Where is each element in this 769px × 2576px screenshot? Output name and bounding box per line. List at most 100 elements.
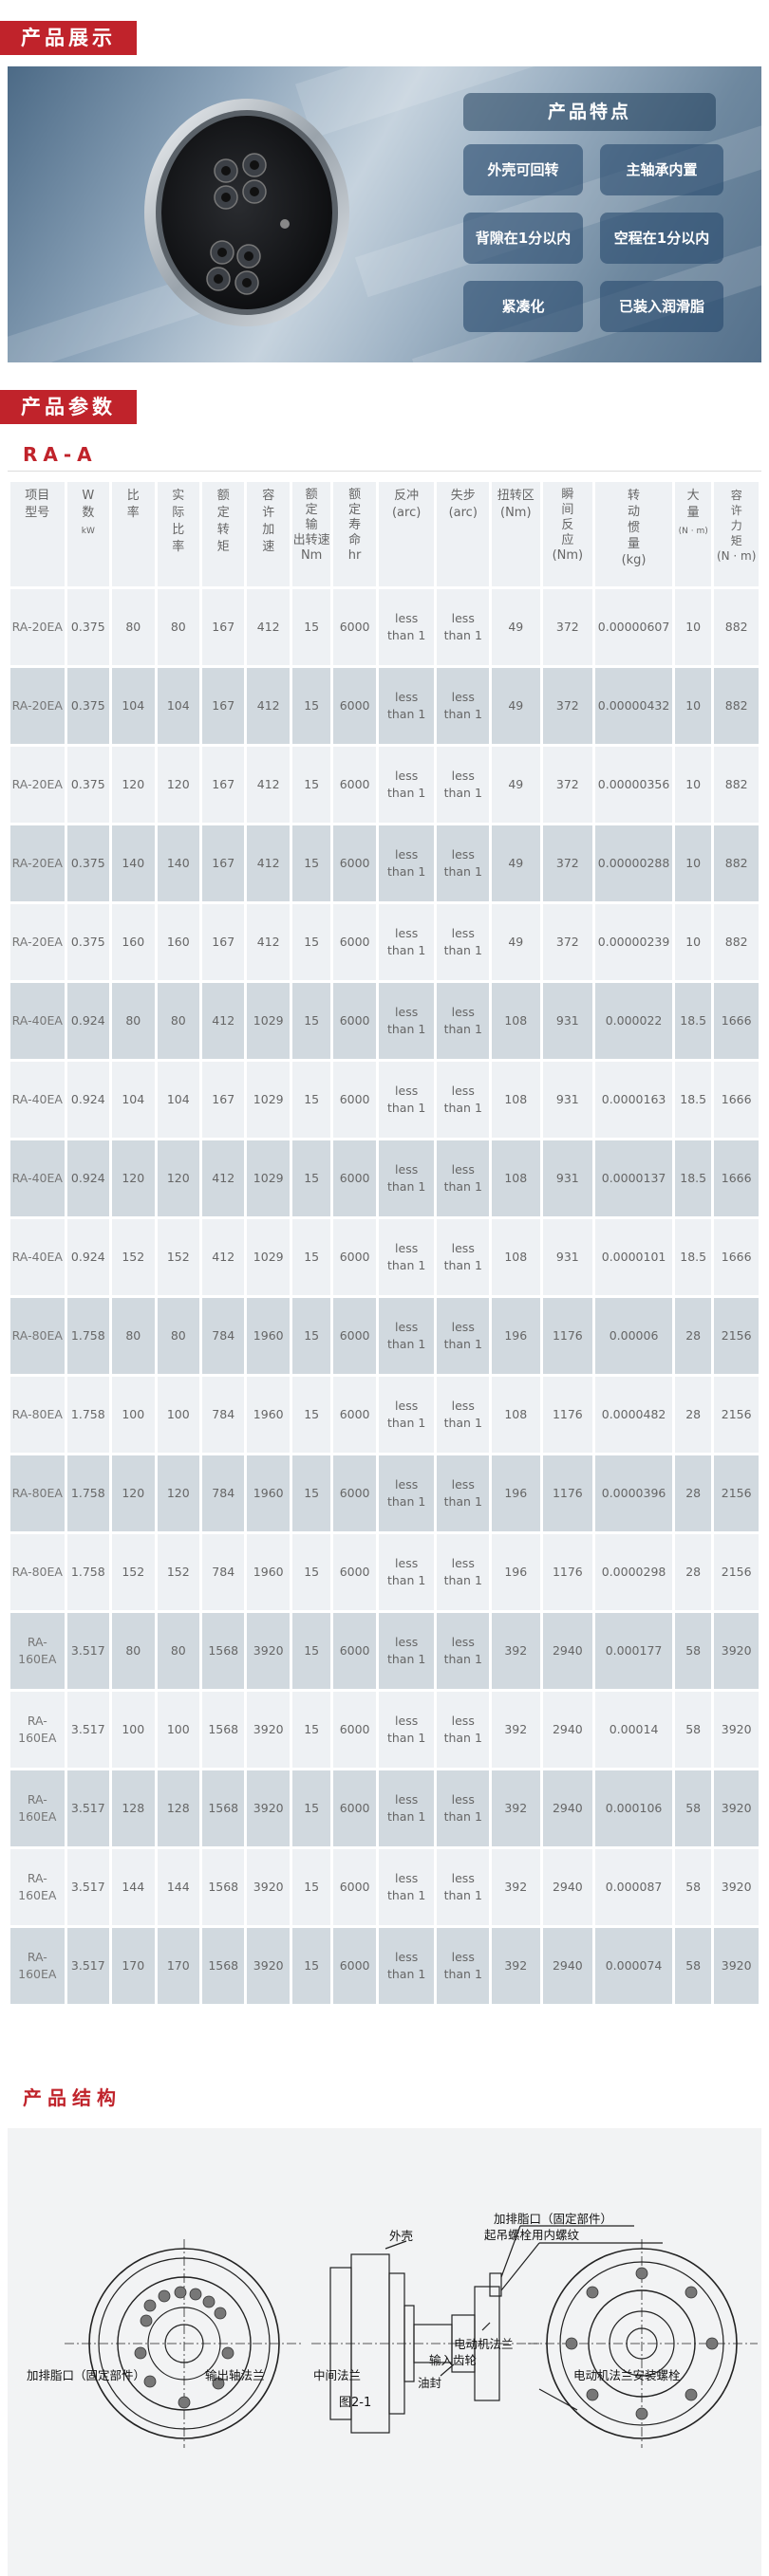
spec-cell-accel: 1960 [247, 1534, 290, 1610]
spec-cell-backlash: less than 1 [378, 1455, 435, 1531]
spec-cell-weight: 58 [674, 1613, 712, 1689]
section-title-structure: 产品结构 [23, 2086, 122, 2109]
spec-cell-power: 0.375 [66, 589, 110, 665]
header-power-label: W 数 [82, 489, 95, 520]
spec-cell-power: 1.758 [66, 1298, 110, 1374]
spec-cell-torsion: 49 [492, 825, 540, 901]
spec-cell-actual: 152 [157, 1219, 199, 1295]
spec-row: RA-160EA 3.517 170 170 1568 3920 15 6000 less th… [10, 1928, 759, 2004]
spec-cell-moment: 931 [542, 1062, 593, 1138]
spec-cell-backlash: less than 1 [378, 1377, 435, 1453]
spec-cell-ratio: 104 [112, 668, 155, 744]
spec-cell-actual: 128 [157, 1770, 199, 1846]
spec-cell-inertia: 0.0000298 [595, 1534, 672, 1610]
spec-cell-power: 3.517 [66, 1928, 110, 2004]
spec-cell-accel: 412 [247, 825, 290, 901]
spec-cell-torque: 784 [202, 1455, 245, 1531]
spec-cell-weight: 10 [674, 904, 712, 980]
spec-cell-inertia: 0.0000101 [595, 1219, 672, 1295]
spec-cell-torsion: 49 [492, 904, 540, 980]
structure-diagram-panel [8, 2128, 761, 2576]
header-lost-motion: 失步 (arc) [437, 482, 490, 586]
spec-cell-model: RA-40EA [10, 1140, 65, 1216]
spec-row: RA-40EA 0.924 80 80 412 1029 15 6000 less than 1… [10, 983, 759, 1059]
header-ratio: 比 率 [112, 482, 155, 586]
spec-cell-inertia: 0.000106 [595, 1770, 672, 1846]
spec-cell-allow: 882 [714, 825, 759, 901]
spec-cell-torque: 412 [202, 1219, 245, 1295]
spec-cell-actual: 80 [157, 983, 199, 1059]
spec-cell-model: RA-40EA [10, 1062, 65, 1138]
spec-cell-life: 6000 [333, 1377, 376, 1453]
feature-compact: 紧凑化 [463, 281, 583, 332]
spec-cell-inertia: 0.000022 [595, 983, 672, 1059]
spec-cell-moment: 1176 [542, 1455, 593, 1531]
label-grease-port-top: 加排脂口（固定部件） [494, 2212, 613, 2226]
spec-cell-speed: 15 [291, 589, 331, 665]
spec-cell-allow: 1666 [714, 983, 759, 1059]
spec-cell-actual: 170 [157, 1928, 199, 2004]
spec-cell-ratio: 104 [112, 1062, 155, 1138]
spec-cell-power: 3.517 [66, 1849, 110, 1925]
spec-cell-lost: less than 1 [437, 1219, 490, 1295]
spec-cell-torsion: 196 [492, 1534, 540, 1610]
label-input-gear: 输入齿轮 [429, 2353, 478, 2367]
spec-cell-accel: 412 [247, 904, 290, 980]
spec-cell-ratio: 100 [112, 1377, 155, 1453]
spec-row: RA-80EA 1.758 152 152 784 1960 15 6000 less than… [10, 1534, 759, 1610]
feature-rotatable-housing: 外壳可回转 [463, 144, 583, 195]
spec-cell-ratio: 128 [112, 1770, 155, 1846]
label-oil-seal: 油封 [418, 2376, 442, 2390]
spec-row: RA-80EA 1.758 100 100 784 1960 15 6000 less than… [10, 1377, 759, 1453]
spec-cell-inertia: 0.0000482 [595, 1377, 672, 1453]
spec-cell-weight: 10 [674, 825, 712, 901]
spec-cell-torsion: 392 [492, 1692, 540, 1768]
spec-cell-power: 3.517 [66, 1613, 110, 1689]
spec-cell-power: 0.924 [66, 1219, 110, 1295]
header-weight-unit: (N · m) [678, 527, 708, 536]
spec-cell-power: 3.517 [66, 1692, 110, 1768]
spec-row: RA-160EA 3.517 80 80 1568 3920 15 6000 less than… [10, 1613, 759, 1689]
spec-cell-allow: 2156 [714, 1377, 759, 1453]
spec-cell-ratio: 120 [112, 747, 155, 823]
spec-cell-accel: 412 [247, 747, 290, 823]
spec-cell-life: 6000 [333, 1455, 376, 1531]
header-inertia: 转 动 惯 量 (kg) [595, 482, 672, 586]
label-middle-flange: 中间法兰 [313, 2368, 362, 2382]
spec-cell-torque: 784 [202, 1298, 245, 1374]
spec-cell-weight: 18.5 [674, 1140, 712, 1216]
spec-cell-model: RA-40EA [10, 983, 65, 1059]
spec-cell-speed: 15 [291, 747, 331, 823]
spec-cell-actual: 104 [157, 668, 199, 744]
spec-cell-torsion: 49 [492, 589, 540, 665]
section-tag-showcase: 产品展示 [0, 21, 137, 55]
spec-cell-torque: 167 [202, 1062, 245, 1138]
spec-cell-model: RA-40EA [10, 1219, 65, 1295]
spec-row: RA-80EA 1.758 120 120 784 1960 15 6000 less than… [10, 1455, 759, 1531]
spec-cell-ratio: 80 [112, 1613, 155, 1689]
spec-cell-life: 6000 [333, 1849, 376, 1925]
spec-cell-power: 0.375 [66, 747, 110, 823]
spec-cell-accel: 412 [247, 668, 290, 744]
spec-cell-allow: 1666 [714, 1062, 759, 1138]
spec-cell-life: 6000 [333, 904, 376, 980]
spec-cell-power: 0.924 [66, 983, 110, 1059]
header-power-unit: kW [81, 527, 95, 536]
spec-cell-model: RA-20EA [10, 668, 65, 744]
spec-cell-moment: 372 [542, 668, 593, 744]
spec-cell-inertia: 0.00000239 [595, 904, 672, 980]
spec-cell-speed: 15 [291, 1849, 331, 1925]
spec-cell-speed: 15 [291, 825, 331, 901]
spec-cell-power: 0.375 [66, 668, 110, 744]
spec-cell-accel: 1029 [247, 983, 290, 1059]
spec-cell-allow: 1666 [714, 1140, 759, 1216]
spec-cell-life: 6000 [333, 589, 376, 665]
spec-cell-power: 0.924 [66, 1140, 110, 1216]
spec-cell-weight: 18.5 [674, 1219, 712, 1295]
header-weight: 大 量 (N · m) [674, 482, 712, 586]
header-rated-life: 额 定 寿 命 hr [333, 482, 376, 586]
spec-cell-lost: less than 1 [437, 1849, 490, 1925]
spec-cell-torque: 167 [202, 825, 245, 901]
spec-cell-backlash: less than 1 [378, 1613, 435, 1689]
spec-cell-speed: 15 [291, 1613, 331, 1689]
